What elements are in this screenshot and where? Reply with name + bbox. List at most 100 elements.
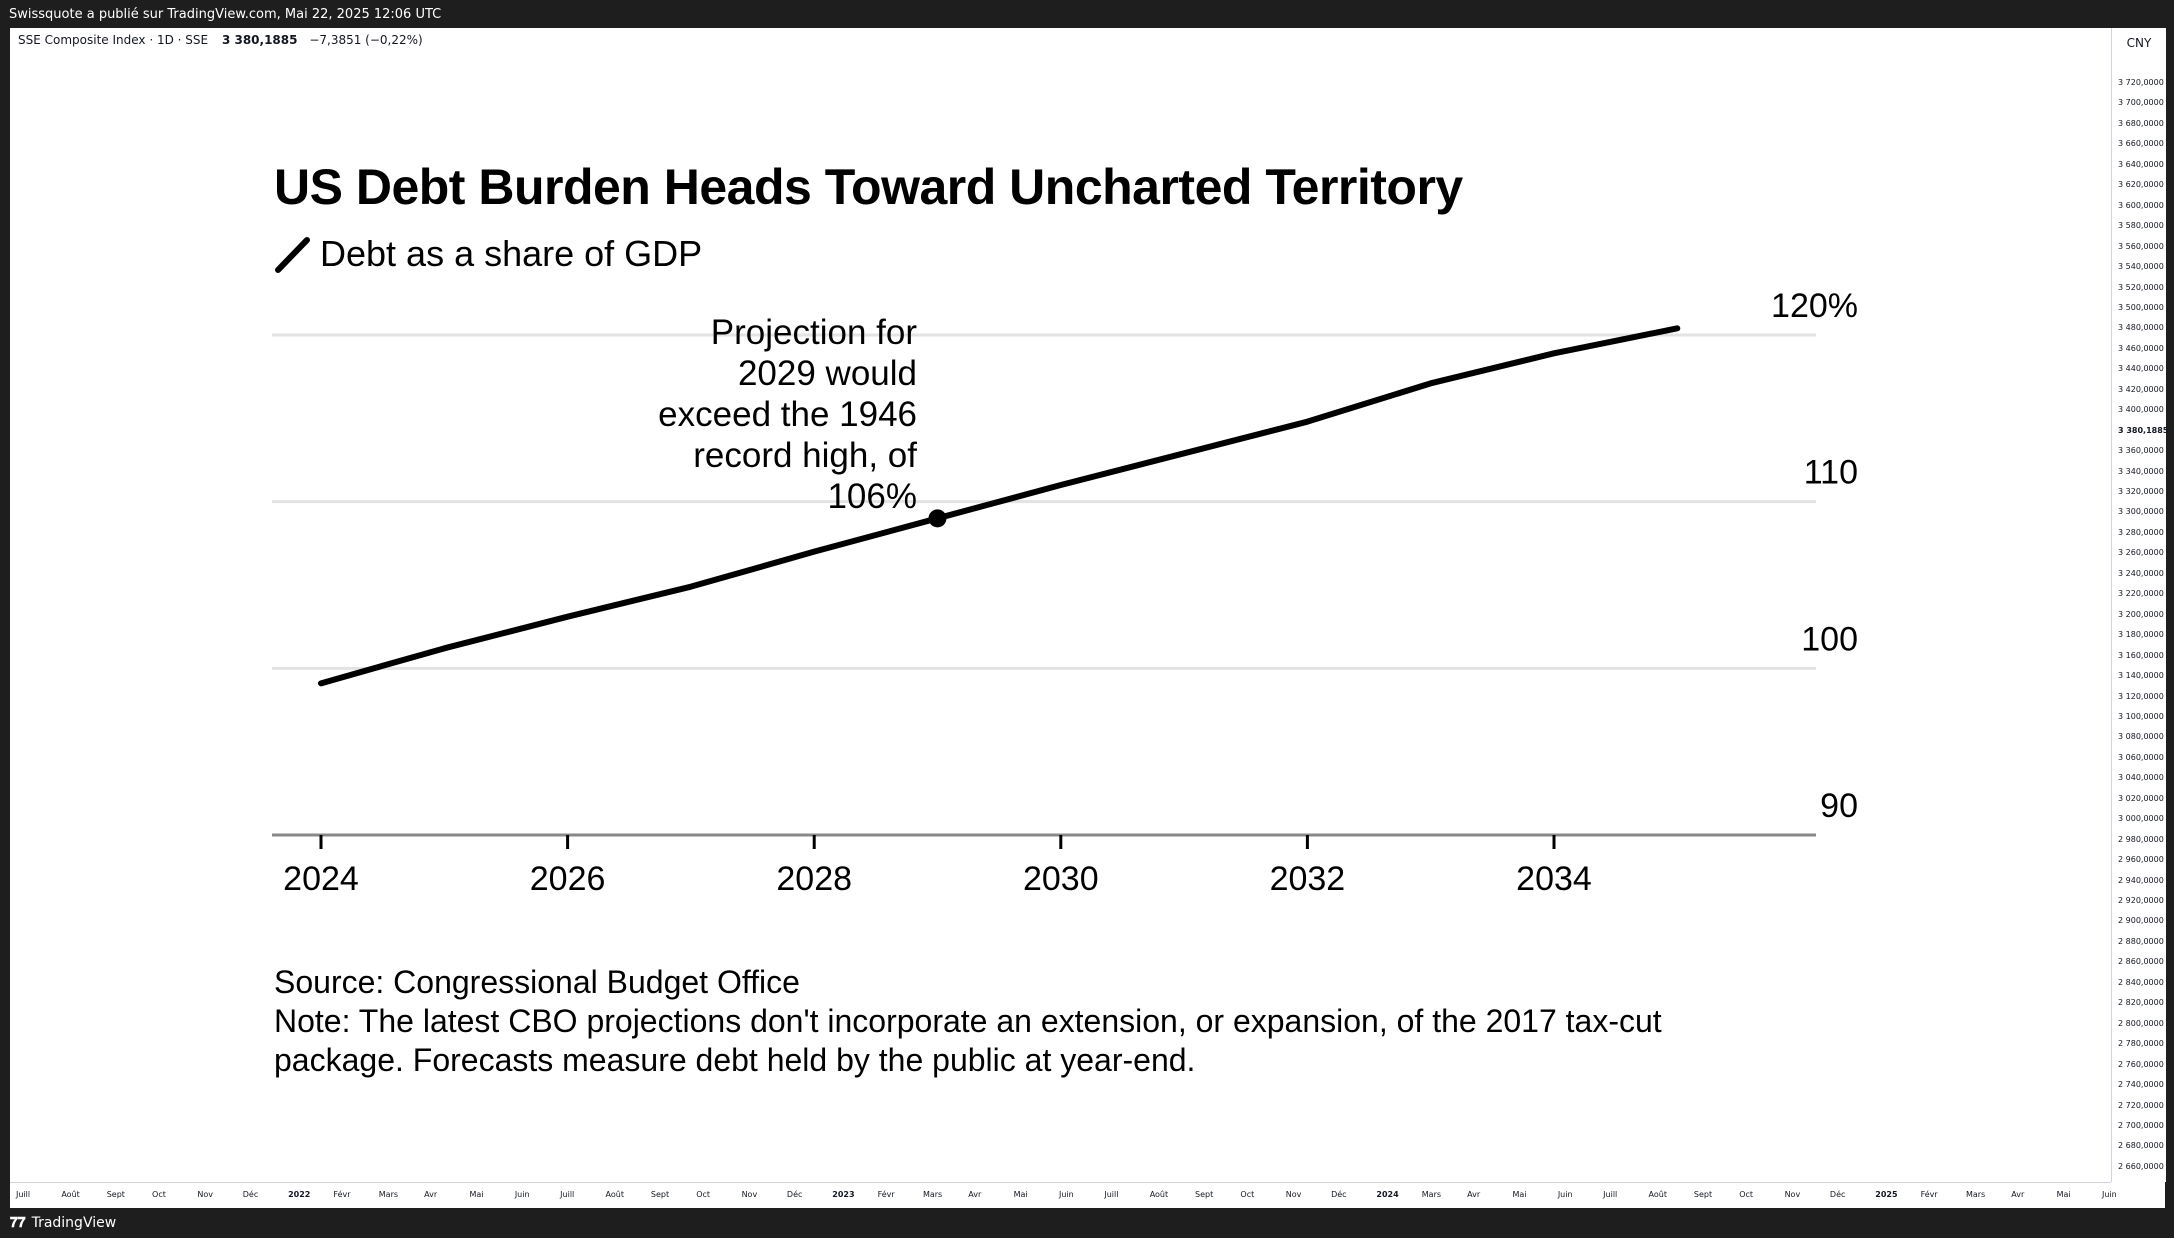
price-tick: 3 180,0000 <box>2118 630 2164 640</box>
price-tick: 2 980,0000 <box>2118 834 2164 844</box>
time-tick: Nov <box>741 1190 758 1199</box>
time-tick: Oct <box>1240 1190 1255 1199</box>
footer-bar: 𝟕𝟕 TradingView <box>0 1208 2174 1238</box>
instrument-name: SSE Composite Index · 1D · SSE <box>18 33 209 47</box>
time-tick: Oct <box>696 1190 711 1199</box>
price-tick: 3 620,0000 <box>2118 180 2164 190</box>
price-tick: 2 860,0000 <box>2118 957 2164 967</box>
price-tick: 3 020,0000 <box>2118 793 2164 803</box>
time-tick: 2024 <box>1376 1190 1399 1199</box>
time-tick: Juill <box>16 1190 31 1199</box>
time-tick: 2025 <box>1875 1190 1898 1199</box>
chart-source: Source: Congressional Budget Office <box>274 964 800 1000</box>
price-tick: 2 840,0000 <box>2118 977 2164 987</box>
time-axis[interactable]: Juill Août Sept Oct Nov Déc 2022 Févr Mars Avr Mai… <box>10 1182 2117 1209</box>
y-tick-label: 120% <box>1771 287 1858 325</box>
price-tick: 3 660,0000 <box>2118 139 2164 149</box>
price-tick: 3 680,0000 <box>2118 118 2164 128</box>
price-tick: 3 320,0000 <box>2118 487 2164 496</box>
price-tick: 2 720,0000 <box>2118 1100 2164 1110</box>
annotation-line: record high, of <box>693 436 917 475</box>
x-tick-label: 2030 <box>1023 860 1099 898</box>
time-tick: Juill <box>1104 1190 1119 1199</box>
y-tick-label: 110 <box>1804 454 1858 492</box>
price-tick: 3 340,0000 <box>2118 466 2164 476</box>
price-tick: 3 440,0000 <box>2118 364 2164 374</box>
price-tick: 3 060,0000 <box>2118 752 2164 762</box>
time-tick: Févr <box>1920 1190 1938 1199</box>
price-tick: 3 720,0000 <box>2118 78 2164 87</box>
publish-line: Swissquote a publié sur TradingView.com,… <box>9 6 442 22</box>
price-tick: 3 460,0000 <box>2118 343 2164 353</box>
price-tick: 3 260,0000 <box>2118 548 2164 558</box>
price-tick: 3 100,0000 <box>2118 711 2164 721</box>
time-tick: Déc <box>242 1190 259 1199</box>
time-tick: Nov <box>1784 1190 1801 1199</box>
price-tick: 2 820,0000 <box>2118 998 2164 1008</box>
price-tick: 2 880,0000 <box>2118 936 2164 946</box>
time-tick: Avr <box>2011 1190 2025 1199</box>
time-tick: Oct <box>152 1190 166 1199</box>
time-tick: Juin <box>514 1190 530 1199</box>
time-tick: Août <box>1149 1190 1169 1199</box>
time-tick: Déc <box>1331 1190 1347 1199</box>
time-tick: Mai <box>1013 1190 1028 1199</box>
price-tick: 3 640,0000 <box>2118 159 2164 169</box>
y-tick-label: 100 <box>1801 620 1858 658</box>
price-tick: 3 600,0000 <box>2118 200 2164 210</box>
price-tick: 2 680,0000 <box>2118 1141 2164 1151</box>
instrument-price: 3 380,1885 <box>221 33 298 47</box>
price-tick: 2 800,0000 <box>2118 1018 2164 1028</box>
tradingview-logo-icon[interactable]: 𝟕𝟕 <box>10 1215 26 1231</box>
time-tick: Oct <box>1739 1190 1754 1199</box>
x-tick-label: 2024 <box>283 860 359 898</box>
time-tick: Mai <box>469 1190 484 1199</box>
time-tick: Juill <box>1603 1190 1618 1199</box>
price-tick: 3 240,0000 <box>2118 568 2164 578</box>
annotation-line: 2029 would <box>738 354 917 393</box>
time-tick: Juin <box>1557 1190 1573 1199</box>
price-tick: 3 580,0000 <box>2118 221 2164 231</box>
price-tick: 3 040,0000 <box>2118 773 2164 783</box>
time-tick: Déc <box>1829 1190 1846 1199</box>
price-tick: 3 520,0000 <box>2118 282 2164 292</box>
time-tick: Déc <box>786 1190 803 1199</box>
time-tick: Févr <box>877 1190 895 1199</box>
price-tick: 2 920,0000 <box>2118 896 2164 905</box>
time-tick: Nov <box>197 1190 214 1199</box>
tradingview-brand[interactable]: TradingView <box>31 1215 117 1231</box>
price-tick: 2 780,0000 <box>2118 1039 2164 1049</box>
price-tick: 2 740,0000 <box>2118 1080 2164 1090</box>
price-tick: 3 500,0000 <box>2118 302 2164 312</box>
price-tick: 2 760,0000 <box>2118 1059 2164 1069</box>
time-tick: Août <box>61 1190 80 1199</box>
price-tick: 2 940,0000 <box>2118 875 2164 885</box>
y-tick-label: 90 <box>1820 787 1858 825</box>
time-tick: Sept <box>1195 1190 1214 1199</box>
price-tick: 2 700,0000 <box>2118 1120 2164 1130</box>
price-tick: 2 900,0000 <box>2118 916 2164 926</box>
price-axis[interactable]: CNY 3 720,0000 3 700,0000 3 680,0000 3 660,… <box>2111 28 2169 1182</box>
instrument-change: −7,3851 (−0,22%) <box>309 33 423 47</box>
price-tick: 3 200,0000 <box>2118 609 2164 619</box>
price-tick: 3 160,0000 <box>2118 650 2164 660</box>
price-tick: 2 960,0000 <box>2118 855 2164 865</box>
time-tick: Mai <box>2056 1190 2071 1199</box>
time-tick: Mars <box>1421 1190 1442 1199</box>
price-tick: 3 540,0000 <box>2118 262 2164 272</box>
publish-header-bar: Swissquote a publié sur TradingView.com,… <box>0 0 2174 28</box>
time-tick: Juin <box>2102 1190 2117 1199</box>
price-tick: 3 380,1885 <box>2118 425 2169 435</box>
currency-label[interactable]: CNY <box>2126 36 2152 50</box>
time-tick: Sept <box>650 1190 670 1199</box>
instrument-header[interactable]: SSE Composite Index · 1D · SSE 3 380,188… <box>18 33 423 47</box>
x-tick-label: 2032 <box>1270 860 1346 898</box>
price-tick: 3 140,0000 <box>2118 671 2164 681</box>
time-tick: Avr <box>1467 1190 1481 1199</box>
price-tick: 3 480,0000 <box>2118 323 2164 333</box>
time-tick: Nov <box>1285 1190 1302 1199</box>
chart-title: US Debt Burden Heads Toward Uncharted Te… <box>274 159 1463 215</box>
chart-frame: SSE Composite Index · 1D · SSE 3 380,188… <box>10 28 2169 1209</box>
price-tick: 3 700,0000 <box>2118 98 2164 108</box>
series-line-debt-share <box>318 325 1681 687</box>
